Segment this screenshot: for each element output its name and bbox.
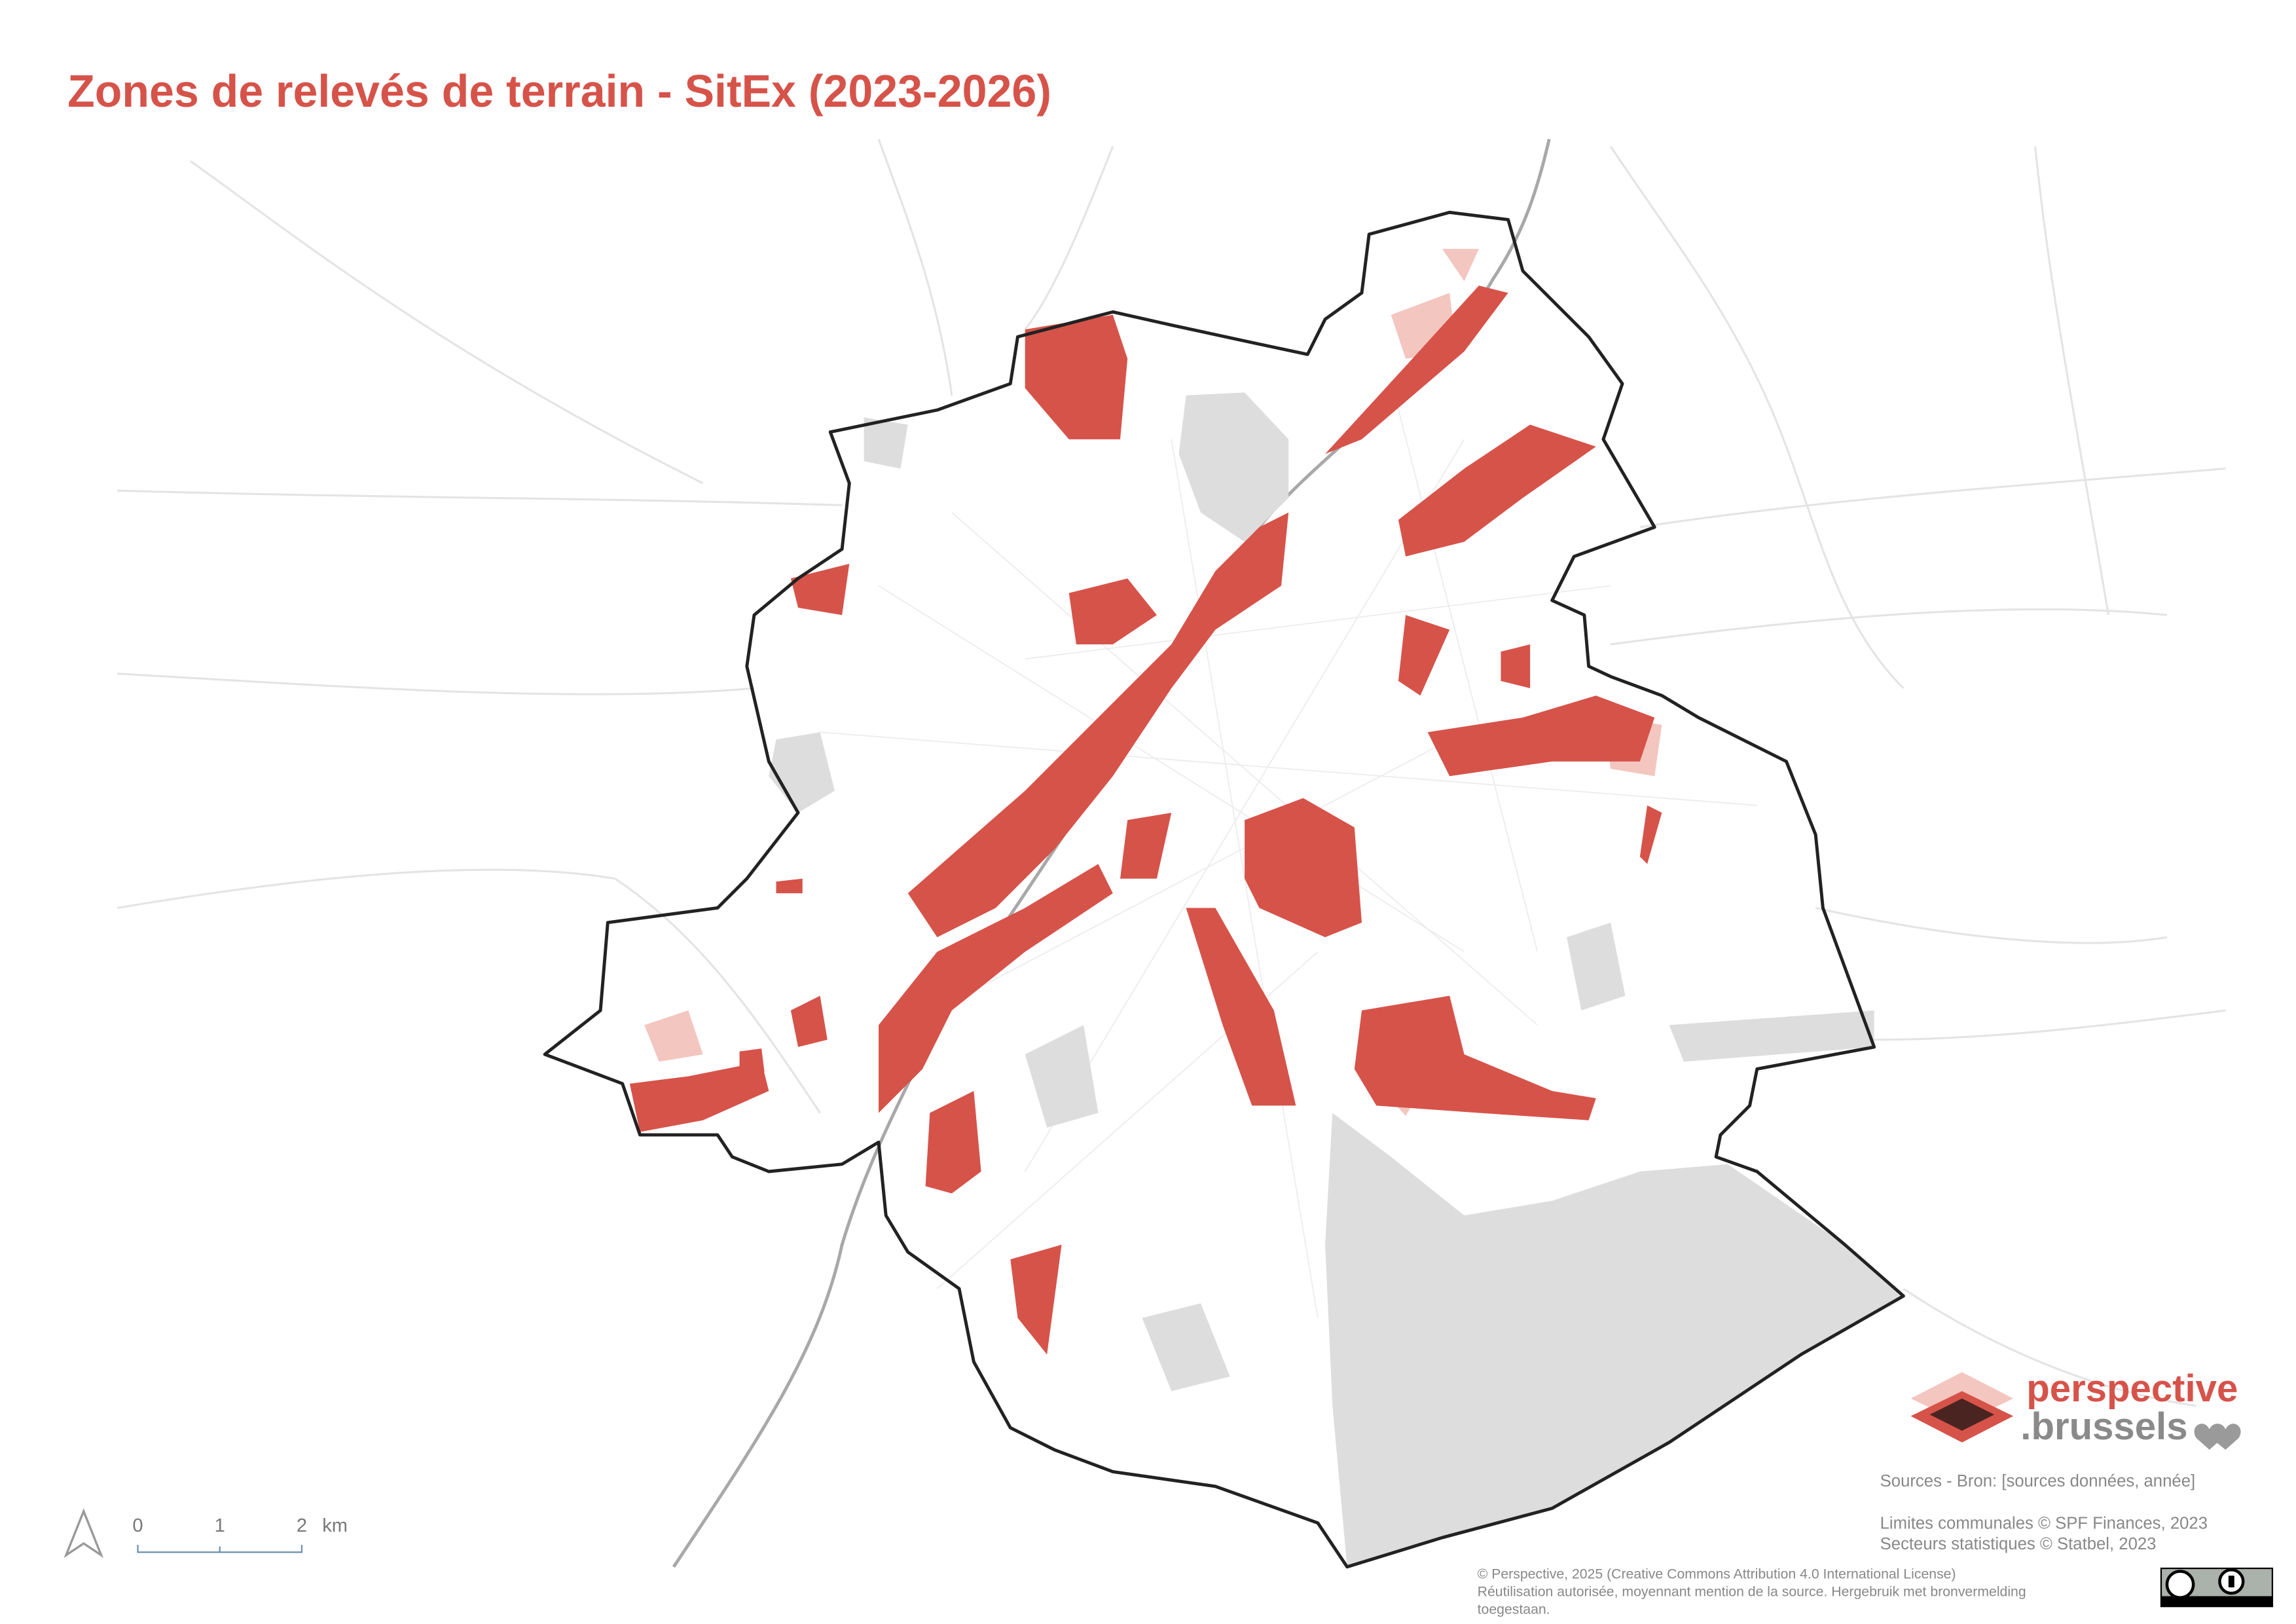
map-title: Zones de relevés de terrain - SitEx (202…	[67, 65, 1051, 117]
license-line: toegestaan.	[1478, 1601, 1550, 1617]
north-arrow	[64, 1508, 104, 1559]
survey-zones	[629, 286, 1662, 1355]
cc-badge	[2160, 1567, 2274, 1608]
license-line: Réutilisation autorisée, moyennant menti…	[1478, 1584, 2026, 1600]
scale-label: 1	[215, 1515, 225, 1536]
license-line: © Perspective, 2025 (Creative Commons At…	[1478, 1566, 1956, 1582]
logo-line2: .brussels	[2020, 1405, 2187, 1448]
logo: perspective .brussels	[1910, 1367, 2241, 1450]
green-areas	[769, 392, 1904, 1567]
scale-label: 0	[132, 1515, 143, 1536]
sources: Sources - Bron: [sources données, année]…	[1880, 1472, 2208, 1553]
license: © Perspective, 2025 (Creative Commons At…	[1478, 1566, 2026, 1617]
source-line: Sources - Bron: [sources données, année]	[1880, 1472, 2196, 1490]
map-frame	[117, 138, 2226, 1569]
source-line: Secteurs statistiques © Statbel, 2023	[1880, 1535, 2157, 1553]
scale-label: 2	[297, 1515, 307, 1536]
scale-bar: 0 1 2 km	[132, 1515, 348, 1553]
source-line: Limites communales © SPF Finances, 2023	[1880, 1515, 2208, 1533]
logo-line1: perspective	[2026, 1367, 2238, 1410]
region-boundary	[543, 210, 1905, 1569]
scale-unit: km	[322, 1515, 348, 1536]
